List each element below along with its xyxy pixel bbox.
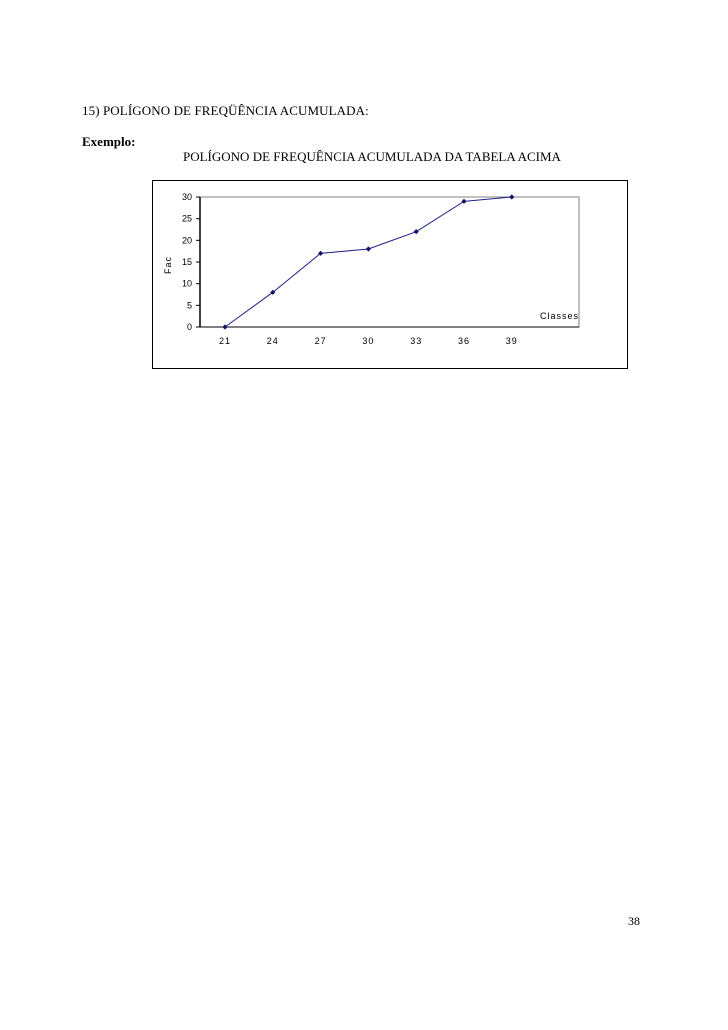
x-tick-label: 24 [267,336,279,346]
data-point-marker [365,246,371,252]
section-title: 15) POLÍGONO DE FREQÜÊNCIA ACUMULADA: [82,103,369,118]
page-number: 38 [628,914,640,928]
y-tick-label: 5 [187,300,192,310]
x-tick-label: 33 [410,336,422,346]
y-ticks: 0 5 10 15 20 25 30 [182,192,200,332]
x-tick-labels: 21 24 27 30 33 36 39 [219,336,518,346]
x-tick-label: 36 [458,336,470,346]
y-tick-label: 25 [182,214,192,224]
y-tick-label: 15 [182,257,192,267]
data-point-marker [509,194,515,200]
chart-title: POLÍGONO DE FREQUÊNCIA ACUMULADA DA TABE… [183,149,561,164]
x-axis-title: Classes [540,311,579,321]
y-tick-label: 0 [187,322,192,332]
y-tick-label: 30 [182,192,192,202]
example-label: Exemplo: [82,134,136,149]
chart-frame: 0 5 10 15 20 25 30 21 24 27 30 33 36 39 Fac Classes [152,180,628,369]
y-tick-label: 10 [182,279,192,289]
x-tick-label: 30 [362,336,374,346]
chart: 0 5 10 15 20 25 30 21 24 27 30 33 36 39 Fac Classes [163,192,580,346]
x-tick-label: 39 [506,336,518,346]
data-point-marker [222,324,228,330]
series-line [224,196,512,328]
x-tick-label: 27 [315,336,327,346]
data-point-marker [461,198,467,204]
y-tick-label: 20 [182,235,192,245]
data-point-marker [413,229,419,235]
y-axis-title: Fac [163,256,173,274]
x-tick-label: 21 [219,336,231,346]
plot-area [199,196,580,328]
data-markers [222,194,515,330]
